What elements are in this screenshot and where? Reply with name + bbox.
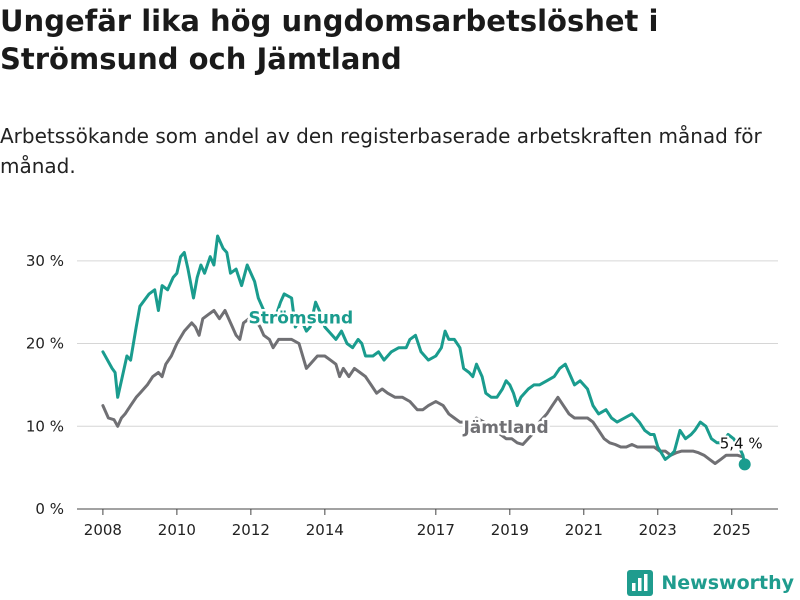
series-line-jamtland — [101, 309, 745, 465]
brand-logo: Newsworthy — [627, 567, 794, 599]
series-label: Jämtland — [462, 418, 548, 438]
axes: 0 % 10 % 20 % 30 % 2008 2010 2012 2014 2017 2019 2… — [26, 252, 751, 539]
x-tick-label: 2012 — [232, 521, 270, 539]
y-tick-label: 20 % — [26, 335, 64, 353]
x-tick-label: 2025 — [713, 521, 751, 539]
series-lines — [101, 234, 747, 466]
chart-subtitle: Arbetssökande som andel av den registerb… — [0, 124, 762, 178]
gridlines — [77, 260, 778, 510]
y-tick-label: 0 % — [35, 500, 64, 518]
x-tick-label: 2017 — [417, 521, 455, 539]
series-labels: Strömsund Jämtland 5,4 % — [246, 306, 765, 471]
x-tick-label: 2019 — [491, 521, 529, 539]
series-label: Strömsund — [248, 309, 353, 329]
x-tick-label: 2008 — [84, 521, 122, 539]
x-tick-label: 2021 — [565, 521, 603, 539]
y-tick-label: 10 % — [26, 417, 64, 435]
chart-title: Ungefär lika hög ungdomsarbetslöshet i S… — [0, 4, 659, 76]
brand-name: Newsworthy — [661, 572, 794, 594]
end-point-marker — [738, 458, 751, 471]
end-value-label: 5,4 % — [720, 434, 763, 452]
series-line-stromsund — [101, 234, 747, 466]
bar-chart-logo-icon — [627, 570, 654, 596]
x-tick-label: 2014 — [306, 521, 344, 539]
x-tick-label: 2010 — [158, 521, 196, 539]
y-tick-label: 30 % — [26, 252, 64, 270]
x-tick-label: 2023 — [639, 521, 677, 539]
